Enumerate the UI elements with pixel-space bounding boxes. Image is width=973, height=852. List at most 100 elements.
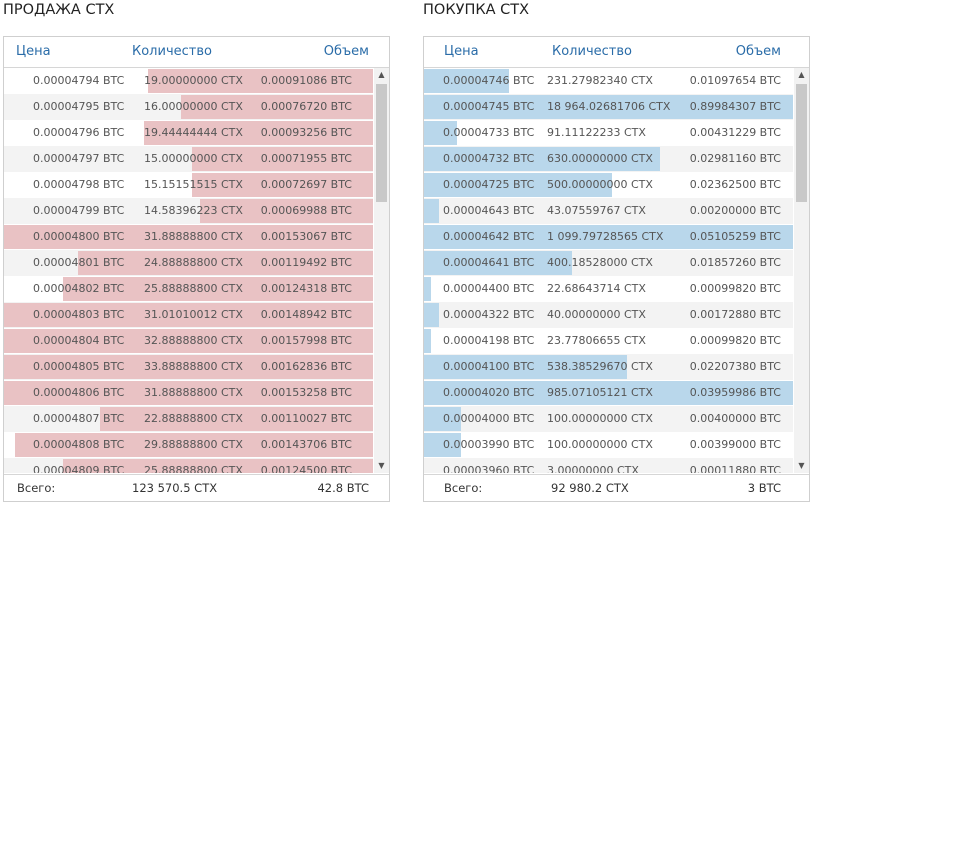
sell-row-volume: 0.00076720 BTC (260, 100, 352, 113)
sell-row-volume: 0.00162836 BTC (260, 360, 352, 373)
sell-row-qty: 19.44444444 CTX (144, 126, 243, 139)
buy-depth-bar (424, 199, 439, 223)
sell-order-row[interactable]: 0.00004800 BTC 31.88888800 CTX 0.00153067 … (4, 224, 373, 250)
sell-row-price: 0.00004809 BTC (33, 464, 125, 473)
buy-order-row[interactable]: 0.00004745 BTC 18 964.02681706 CTX 0.89984… (424, 94, 793, 120)
sell-row-price: 0.00004806 BTC (33, 386, 125, 399)
sell-scrollbar[interactable]: ▲ ▼ (374, 68, 389, 473)
buy-order-row[interactable]: 0.00004733 BTC 91.11122233 CTX 0.00431229 … (424, 120, 793, 146)
sell-order-row[interactable]: 0.00004797 BTC 15.00000000 CTX 0.00071955 … (4, 146, 373, 172)
buy-rows-list[interactable]: 0.00004746 BTC 231.27982340 CTX 0.01097654… (424, 68, 793, 473)
buy-row-qty: 91.11122233 CTX (547, 126, 646, 139)
sell-row-volume: 0.00072697 BTC (260, 178, 352, 191)
buy-total-volume: 3 BTC (747, 481, 781, 495)
sell-header-quantity[interactable]: Количество (132, 44, 212, 59)
buy-row-price: 0.00004322 BTC (443, 308, 535, 321)
buy-order-row[interactable]: 0.00004400 BTC 22.68643714 CTX 0.00099820 … (424, 276, 793, 302)
buy-row-price: 0.00004400 BTC (443, 282, 535, 295)
buy-order-row[interactable]: 0.00003990 BTC 100.00000000 CTX 0.00399000… (424, 432, 793, 458)
buy-depth-bar (424, 251, 572, 275)
sell-header-price[interactable]: Цена (16, 44, 51, 59)
sell-order-row[interactable]: 0.00004795 BTC 16.00000000 CTX 0.00076720 … (4, 94, 373, 120)
buy-depth-bar (424, 121, 457, 145)
buy-order-row[interactable]: 0.00004746 BTC 231.27982340 CTX 0.01097654… (424, 68, 793, 94)
buy-row-price: 0.00004641 BTC (443, 256, 535, 269)
sell-row-volume: 0.00119492 BTC (260, 256, 352, 269)
buy-row-volume: 0.02981160 BTC (689, 152, 781, 165)
sell-order-row[interactable]: 0.00004808 BTC 29.88888800 CTX 0.00143706 … (4, 432, 373, 458)
buy-row-qty: 1 099.79728565 CTX (547, 230, 664, 243)
sell-book-title: ПРОДАЖА CTX (3, 2, 115, 18)
sell-order-row[interactable]: 0.00004807 BTC 22.88888800 CTX 0.00110027 … (4, 406, 373, 432)
buy-header-volume[interactable]: Объем (735, 44, 781, 59)
sell-row-price: 0.00004794 BTC (33, 74, 125, 87)
buy-order-row[interactable]: 0.00004725 BTC 500.00000000 CTX 0.02362500… (424, 172, 793, 198)
buy-scrollbar[interactable]: ▲ ▼ (794, 68, 809, 473)
buy-row-volume: 0.03959986 BTC (689, 386, 781, 399)
sell-scroll-thumb[interactable] (376, 84, 387, 202)
buy-order-row[interactable]: 0.00004641 BTC 400.18528000 CTX 0.01857260… (424, 250, 793, 276)
buy-orders-table: Цена Количество Объем 0.00004746 BTC 231.… (423, 36, 810, 502)
buy-row-qty: 500.00000000 CTX (547, 178, 653, 191)
buy-row-qty: 100.00000000 CTX (547, 438, 653, 451)
buy-depth-bar (424, 433, 461, 457)
buy-table-header: Цена Количество Объем (424, 37, 809, 68)
buy-row-qty: 100.00000000 CTX (547, 412, 653, 425)
buy-row-price: 0.00003990 BTC (443, 438, 535, 451)
buy-row-volume: 0.02207380 BTC (689, 360, 781, 373)
buy-order-row[interactable]: 0.00004020 BTC 985.07105121 CTX 0.03959986… (424, 380, 793, 406)
sell-row-qty: 25.88888800 CTX (144, 464, 243, 473)
sell-row-price: 0.00004801 BTC (33, 256, 125, 269)
sell-row-volume: 0.00069988 BTC (260, 204, 352, 217)
sell-header-volume[interactable]: Объем (323, 44, 369, 59)
sell-order-row[interactable]: 0.00004799 BTC 14.58396223 CTX 0.00069988 … (4, 198, 373, 224)
sell-order-row[interactable]: 0.00004809 BTC 25.88888800 CTX 0.00124500 … (4, 458, 373, 473)
sell-depth-bar (192, 173, 373, 197)
sell-order-row[interactable]: 0.00004801 BTC 24.88888800 CTX 0.00119492 … (4, 250, 373, 276)
buy-order-row[interactable]: 0.00004198 BTC 23.77806655 CTX 0.00099820 … (424, 328, 793, 354)
sell-order-row[interactable]: 0.00004804 BTC 32.88888800 CTX 0.00157998 … (4, 328, 373, 354)
sell-row-qty: 31.88888800 CTX (144, 386, 243, 399)
scroll-up-arrow-icon[interactable]: ▲ (378, 70, 385, 79)
sell-row-qty: 25.88888800 CTX (144, 282, 243, 295)
sell-table-header: Цена Количество Объем (4, 37, 389, 68)
buy-order-row[interactable]: 0.00004643 BTC 43.07559767 CTX 0.00200000 … (424, 198, 793, 224)
buy-order-row[interactable]: 0.00003960 BTC 3.00000000 CTX 0.00011880 B… (424, 458, 793, 473)
buy-row-price: 0.00004732 BTC (443, 152, 535, 165)
buy-row-qty: 985.07105121 CTX (547, 386, 653, 399)
buy-order-row[interactable]: 0.00004732 BTC 630.00000000 CTX 0.02981160… (424, 146, 793, 172)
sell-row-price: 0.00004796 BTC (33, 126, 125, 139)
buy-row-volume: 0.89984307 BTC (689, 100, 781, 113)
sell-row-price: 0.00004799 BTC (33, 204, 125, 217)
sell-depth-bar (4, 225, 373, 249)
buy-row-qty: 538.38529670 CTX (547, 360, 653, 373)
sell-depth-bar (63, 277, 373, 301)
sell-row-qty: 33.88888800 CTX (144, 360, 243, 373)
buy-depth-bar (424, 407, 461, 431)
scroll-down-arrow-icon[interactable]: ▼ (378, 461, 385, 470)
sell-row-price: 0.00004795 BTC (33, 100, 125, 113)
sell-order-row[interactable]: 0.00004806 BTC 31.88888800 CTX 0.00153258 … (4, 380, 373, 406)
sell-order-row[interactable]: 0.00004798 BTC 15.15151515 CTX 0.00072697 … (4, 172, 373, 198)
sell-depth-bar (181, 95, 373, 119)
scroll-down-arrow-icon[interactable]: ▼ (798, 461, 805, 470)
sell-row-volume: 0.00157998 BTC (260, 334, 352, 347)
buy-header-quantity[interactable]: Количество (552, 44, 632, 59)
buy-order-row[interactable]: 0.00004100 BTC 538.38529670 CTX 0.02207380… (424, 354, 793, 380)
buy-depth-bar (424, 381, 793, 405)
buy-scroll-thumb[interactable] (796, 84, 807, 202)
sell-order-row[interactable]: 0.00004794 BTC 19.00000000 CTX 0.00091086 … (4, 68, 373, 94)
sell-row-qty: 29.88888800 CTX (144, 438, 243, 451)
buy-header-price[interactable]: Цена (444, 44, 479, 59)
sell-order-row[interactable]: 0.00004802 BTC 25.88888800 CTX 0.00124318 … (4, 276, 373, 302)
sell-order-row[interactable]: 0.00004805 BTC 33.88888800 CTX 0.00162836 … (4, 354, 373, 380)
buy-order-row[interactable]: 0.00004642 BTC 1 099.79728565 CTX 0.051052… (424, 224, 793, 250)
sell-order-row[interactable]: 0.00004796 BTC 19.44444444 CTX 0.00093256 … (4, 120, 373, 146)
buy-order-row[interactable]: 0.00004322 BTC 40.00000000 CTX 0.00172880 … (424, 302, 793, 328)
sell-order-row[interactable]: 0.00004803 BTC 31.01010012 CTX 0.00148942 … (4, 302, 373, 328)
sell-row-volume: 0.00124500 BTC (260, 464, 352, 473)
sell-row-qty: 19.00000000 CTX (144, 74, 243, 87)
scroll-up-arrow-icon[interactable]: ▲ (798, 70, 805, 79)
sell-rows-list[interactable]: 0.00004794 BTC 19.00000000 CTX 0.00091086 … (4, 68, 373, 473)
buy-order-row[interactable]: 0.00004000 BTC 100.00000000 CTX 0.00400000… (424, 406, 793, 432)
